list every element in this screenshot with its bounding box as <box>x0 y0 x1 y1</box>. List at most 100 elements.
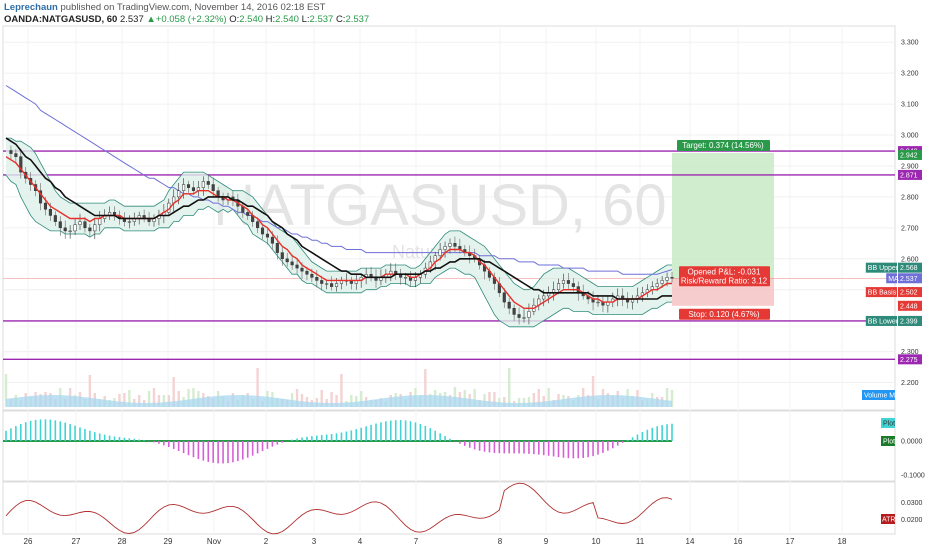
open-label: O: <box>229 14 240 25</box>
volume-bar <box>517 398 521 407</box>
close-label: C: <box>335 14 346 25</box>
candle-body <box>93 224 97 232</box>
volume-bar <box>138 395 141 407</box>
volume-bar <box>537 389 540 407</box>
high-label: H: <box>265 14 276 25</box>
indicator-name-bg <box>886 273 897 284</box>
candle-body <box>280 252 284 260</box>
pnl-label-bg <box>679 266 770 287</box>
atr-label-bg <box>881 514 895 524</box>
plot2-label: Plot <box>883 439 895 446</box>
volume-bar <box>162 395 166 407</box>
candle-body <box>502 292 506 303</box>
indicator-name-bg <box>865 315 897 326</box>
indicator-price-tag: 2.502 <box>900 290 918 297</box>
price-change: ▲+0.058 (+2.32%) <box>146 14 227 25</box>
price-series <box>5 85 674 328</box>
x-tick-label: 9 <box>544 537 549 546</box>
y-tick-label: 3.100 <box>901 102 919 109</box>
volume-bar <box>4 374 8 407</box>
candle-body <box>334 283 339 287</box>
candle-body <box>14 153 18 157</box>
volume-bar <box>88 375 92 407</box>
candle-body <box>566 280 570 284</box>
candle-body <box>404 277 408 279</box>
level-price-tag-bg <box>898 354 922 365</box>
candle-body <box>177 190 181 198</box>
candle-body <box>310 273 314 278</box>
candle-body <box>191 187 196 191</box>
x-tick-label: 27 <box>72 537 81 546</box>
volume-bar <box>295 389 299 407</box>
atr-y-tick: 0.0300 <box>901 500 923 507</box>
y-tick-label: 3.200 <box>901 71 919 78</box>
volume-bar <box>192 388 195 407</box>
indicator-price-tag: 2.568 <box>900 265 918 272</box>
atr-label: ATR <box>882 517 895 524</box>
x-tick-label: 17 <box>786 537 795 546</box>
level-price-tag: 2.275 <box>900 357 918 364</box>
candle-body <box>58 221 62 229</box>
candle-body <box>19 156 23 173</box>
time-axis[interactable]: 26 27 28 29 Nov 2 3 4 7 8 9 10 11 14 16 17 18 <box>24 537 847 546</box>
author-link[interactable]: Leprechaun <box>4 2 58 13</box>
target-label-bg <box>677 139 770 151</box>
volume-bar <box>320 390 323 407</box>
candle-body <box>285 258 289 263</box>
open-value: 2.540 <box>239 14 264 25</box>
volume-bar <box>147 391 151 407</box>
candle-body <box>260 227 265 235</box>
indicator-name-label: BB Basis <box>868 290 897 297</box>
plot-label: Plot <box>883 421 895 428</box>
candle-body <box>517 314 521 318</box>
candle-body <box>512 308 516 315</box>
candle-body <box>275 243 279 253</box>
stop-label: Stop: 0.120 (4.67%) <box>688 310 759 319</box>
candle-body <box>186 184 191 188</box>
y-tick-label: 3.000 <box>901 133 919 140</box>
volume-bar <box>152 388 156 407</box>
plot-label-bg <box>881 418 895 428</box>
target-label: Target: 0.374 (14.56%) <box>682 141 764 150</box>
indicator-price-tag-bg <box>898 315 922 326</box>
target-price-tag: 2.942 <box>900 152 918 159</box>
candle-body <box>448 243 452 247</box>
level-price-tag-bg <box>898 169 922 180</box>
candle-body <box>48 209 52 216</box>
x-tick-label: 16 <box>734 537 743 546</box>
volume-bar <box>424 369 427 407</box>
low-value: 2.537 <box>309 14 334 25</box>
volume-bar <box>670 390 674 407</box>
volume-bar <box>335 395 338 407</box>
candle-body <box>53 215 57 222</box>
watermark-symbol: NATGASUSD, 60 <box>213 173 666 238</box>
atr-indicator: ATR 0.0300 0.0200 <box>5 482 923 535</box>
candle-body <box>98 218 102 225</box>
volume-bar <box>665 388 669 407</box>
candle-body <box>665 277 669 281</box>
indicator-name-bg <box>865 262 897 273</box>
volume-bar <box>172 377 175 407</box>
candle-body <box>670 277 674 279</box>
candle-body <box>246 212 250 216</box>
publisher-line: Leprechaun published on TradingView.com,… <box>4 2 325 14</box>
volume-bar <box>522 398 526 407</box>
indicator-price-tag: 2.537 <box>900 276 918 283</box>
candle-body <box>443 246 447 250</box>
ma-line <box>5 85 673 275</box>
candle-body <box>38 190 43 204</box>
candle-body <box>320 280 324 284</box>
volume-bar <box>300 394 304 407</box>
volume-bar <box>290 393 294 407</box>
position-labels: Target: 0.374 (14.56%) Opened P&L: -0.031… <box>677 139 770 320</box>
volume-bar <box>503 397 506 407</box>
bb-upper-line <box>6 137 672 291</box>
stop-label-bg <box>679 308 770 320</box>
horizontal-levels[interactable] <box>3 150 895 361</box>
volume-ma-label-bg <box>862 390 895 400</box>
high-value: 2.540 <box>275 14 299 25</box>
volume-bar <box>493 392 496 407</box>
volume-ma-label: Volume MA <box>864 393 900 400</box>
target-price-tag-bg <box>898 149 922 160</box>
